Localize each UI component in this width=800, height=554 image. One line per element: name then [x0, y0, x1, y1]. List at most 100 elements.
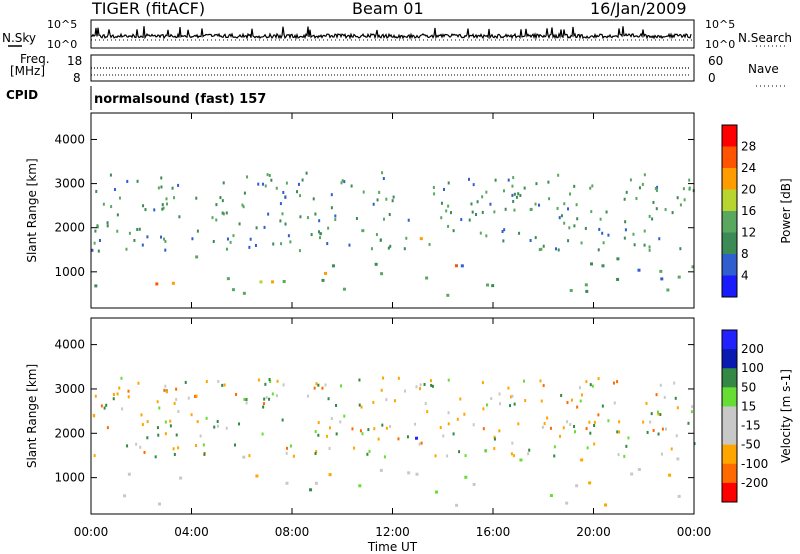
heatmap-cell	[580, 458, 584, 462]
heatmap-cell	[397, 437, 400, 441]
colorbar-tick-label: 4	[741, 269, 749, 283]
heatmap-cell	[433, 192, 436, 196]
heatmap-cell	[540, 399, 543, 403]
colorbar-cell	[722, 275, 737, 298]
heatmap-cell	[553, 454, 556, 458]
heatmap-cell	[638, 186, 641, 190]
heatmap-cell	[687, 421, 690, 425]
heatmap-cell	[263, 397, 266, 401]
heatmap-cell	[136, 179, 139, 183]
heatmap-cell	[585, 427, 588, 431]
colorbar-cell	[722, 406, 737, 427]
heatmap-cell	[660, 452, 663, 456]
colorbar-tick-label: 8	[741, 247, 749, 261]
heatmap-cell	[116, 392, 119, 396]
heatmap-cell	[238, 222, 241, 226]
heatmap-cell	[385, 398, 388, 402]
heatmap-cell	[330, 416, 333, 420]
heatmap-cell	[637, 268, 641, 272]
heatmap-cell	[690, 410, 693, 414]
heatmap-cell	[423, 383, 426, 387]
heatmap-cell	[261, 182, 264, 186]
heatmap-cell	[279, 202, 282, 206]
heatmap-cell	[199, 434, 202, 438]
heatmap-cell	[546, 416, 549, 420]
heatmap-cell	[560, 394, 563, 398]
heatmap-cell	[229, 240, 232, 244]
heatmap-cell	[485, 234, 488, 238]
heatmap-cell	[467, 177, 470, 181]
y-axis-label: Slant Range [km]	[25, 364, 39, 468]
heatmap-cell	[372, 202, 375, 206]
y-tick-label: 4000	[54, 132, 85, 146]
heatmap-cell	[458, 450, 461, 454]
heatmap-cell	[128, 231, 131, 235]
heatmap-cell	[512, 199, 515, 203]
heatmap-cell	[668, 473, 672, 477]
heatmap-cell	[359, 429, 362, 433]
heatmap-cell	[538, 203, 541, 207]
heatmap-cell	[106, 224, 109, 228]
heatmap-cell	[154, 455, 157, 459]
heatmap-cell	[580, 241, 583, 245]
heatmap-cell	[607, 419, 610, 423]
heatmap-cell	[602, 241, 605, 245]
heatmap-cell	[586, 446, 589, 450]
heatmap-cell	[280, 242, 283, 246]
heatmap-cell	[281, 212, 284, 216]
heatmap-cell	[225, 426, 228, 430]
heatmap-cell	[676, 196, 679, 200]
heatmap-cell	[509, 395, 512, 399]
heatmap-cell	[654, 187, 657, 191]
heatmap-cell	[601, 231, 604, 235]
heatmap-cell	[656, 410, 659, 414]
heatmap-cell	[171, 186, 174, 190]
heatmap-cell	[255, 474, 259, 478]
heatmap-cell	[661, 427, 664, 431]
heatmap-cell	[671, 211, 674, 215]
heatmap-cell	[566, 401, 569, 405]
colorbar-tick-label: 20	[741, 183, 756, 197]
heatmap-cell	[419, 237, 423, 241]
heatmap-cell	[389, 424, 392, 428]
heatmap-cell	[125, 247, 128, 251]
heatmap-cell	[368, 449, 371, 453]
heatmap-cell	[567, 207, 570, 211]
heatmap-cell	[135, 442, 138, 446]
heatmap-cell	[558, 216, 561, 220]
heatmap-cell	[164, 248, 167, 252]
heatmap-cell	[542, 244, 545, 248]
heatmap-cell	[366, 452, 369, 456]
heatmap-cell	[330, 193, 333, 197]
heatmap-cell	[449, 211, 452, 215]
heatmap-cell	[673, 381, 676, 385]
heatmap-cell	[282, 279, 286, 283]
heatmap-cell	[339, 420, 342, 424]
heatmap-cell	[591, 384, 594, 388]
heatmap-cell	[616, 380, 619, 384]
x-tick-label: 12:00	[375, 525, 410, 539]
heatmap-cell	[513, 192, 516, 196]
colorbar-tick-label: 100	[741, 361, 764, 375]
heatmap-cell	[139, 445, 142, 449]
heatmap-cell	[428, 242, 431, 246]
heatmap-cell	[191, 237, 194, 241]
heatmap-cell	[676, 457, 680, 461]
heatmap-cell	[612, 381, 615, 385]
heatmap-cell	[575, 203, 578, 207]
heatmap-cell	[118, 386, 121, 390]
colorbar-cell	[722, 232, 737, 255]
heatmap-cell	[599, 217, 602, 221]
heatmap-cell	[158, 406, 161, 410]
heatmap-cell	[443, 187, 446, 191]
heatmap-cell	[519, 458, 523, 462]
heatmap-cell	[317, 383, 320, 387]
heatmap-cell	[141, 243, 144, 247]
heatmap-cell	[301, 178, 304, 182]
heatmap-cell	[106, 426, 109, 430]
heatmap-cell	[431, 384, 434, 388]
nsky-line	[90, 26, 692, 41]
heatmap-cell	[547, 180, 550, 184]
heatmap-cell	[618, 430, 621, 434]
heatmap-cell	[534, 202, 537, 206]
